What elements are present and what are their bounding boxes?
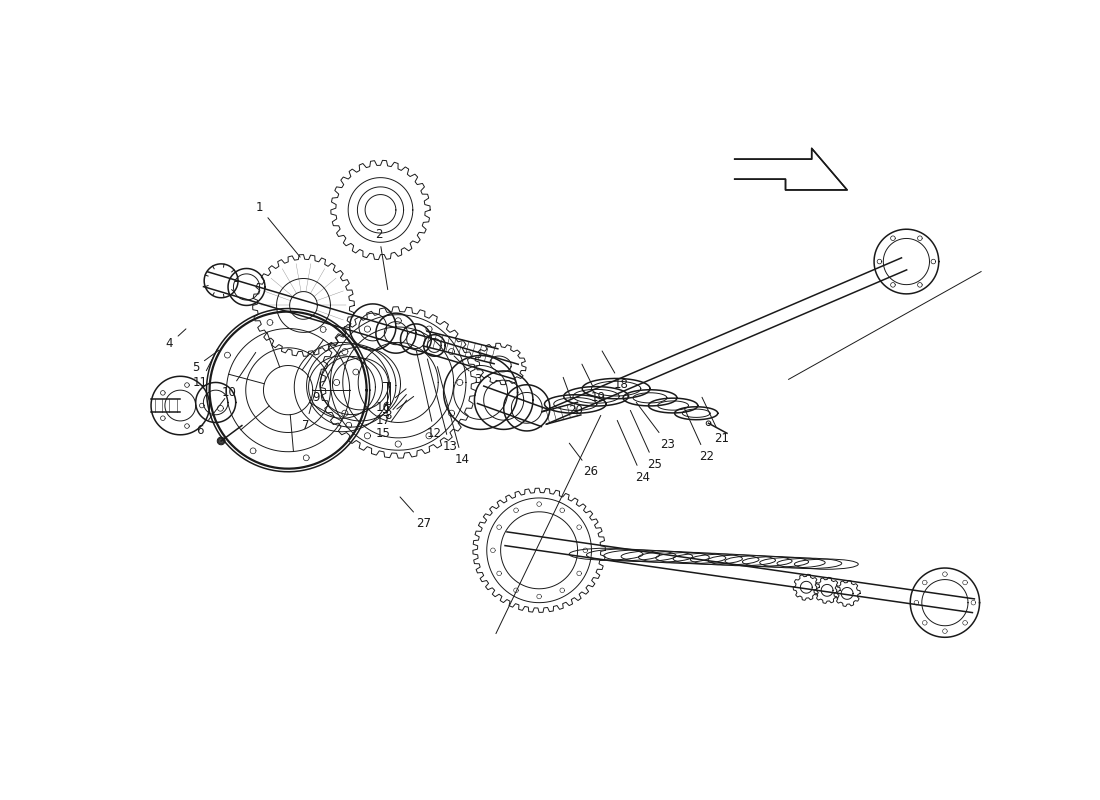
Text: 1: 1	[256, 201, 300, 257]
Text: 6: 6	[197, 398, 224, 438]
Text: 26: 26	[570, 443, 598, 478]
Text: 16: 16	[375, 389, 406, 414]
Text: 13: 13	[428, 359, 458, 453]
Text: 17: 17	[375, 394, 406, 427]
Text: 20: 20	[563, 378, 583, 417]
Text: 22: 22	[684, 408, 714, 463]
Text: 24: 24	[617, 421, 650, 484]
Text: 9: 9	[312, 351, 341, 404]
Text: 11: 11	[192, 349, 218, 389]
Text: 8: 8	[385, 397, 414, 422]
Polygon shape	[735, 148, 847, 190]
Text: 23: 23	[636, 402, 675, 450]
Text: 19: 19	[582, 364, 606, 404]
Text: 18: 18	[602, 351, 629, 391]
Text: 15: 15	[375, 400, 407, 440]
Text: 14: 14	[438, 366, 470, 466]
Text: 2: 2	[375, 228, 388, 290]
Text: 25: 25	[630, 410, 662, 470]
Text: 10: 10	[221, 353, 255, 399]
Text: 12: 12	[417, 351, 442, 440]
Text: 21: 21	[702, 398, 729, 445]
Text: 27: 27	[400, 497, 431, 530]
Text: 7: 7	[302, 372, 320, 432]
Text: 3: 3	[454, 356, 481, 386]
Text: 4: 4	[166, 329, 186, 350]
Text: 5: 5	[192, 350, 219, 374]
Polygon shape	[218, 438, 224, 444]
